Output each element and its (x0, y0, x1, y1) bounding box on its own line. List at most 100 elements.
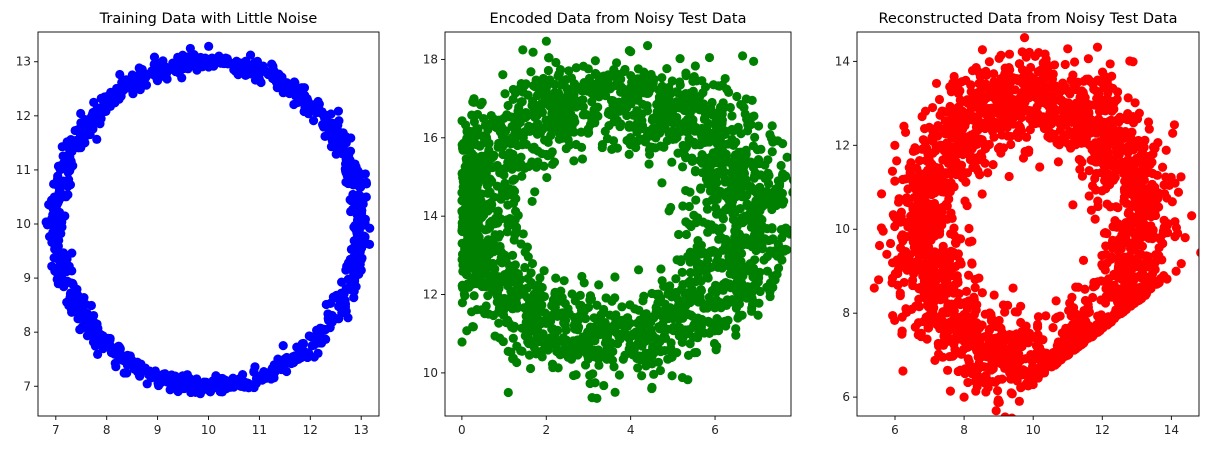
encoded-point (587, 331, 597, 342)
encoded-point (543, 137, 553, 147)
encoded-point (731, 191, 741, 202)
encoded-point (750, 132, 760, 142)
encoded-point (682, 114, 693, 125)
reconstructed-point (997, 374, 1007, 384)
encoded-point (677, 162, 688, 172)
encoded-point (796, 218, 805, 227)
encoded-point (788, 187, 791, 196)
reconstructed-point (998, 300, 1009, 310)
encoded-point (801, 205, 810, 214)
encoded-point (546, 130, 556, 141)
encoded-point (734, 243, 744, 254)
training-point (270, 367, 280, 377)
encoded-point (614, 370, 625, 380)
encoded-point (637, 371, 647, 381)
encoded-point (509, 235, 519, 245)
encoded-point (603, 72, 613, 82)
training-point (337, 277, 347, 287)
encoded-point (498, 141, 508, 152)
encoded-point (575, 100, 586, 110)
training-point (128, 89, 138, 99)
training-point (93, 328, 103, 339)
training-point (308, 116, 319, 126)
encoded-point (762, 186, 772, 197)
encoded-point (701, 300, 712, 310)
reconstructed-point (967, 236, 977, 246)
encoded-point (732, 221, 742, 231)
encoded-point (710, 172, 720, 182)
encoded-point (514, 290, 524, 300)
reconstructed-point (912, 164, 922, 174)
encoded-point (507, 250, 518, 260)
encoded-point (513, 210, 523, 220)
encoded-point (622, 110, 632, 121)
encoded-point (508, 185, 518, 195)
reconstructed-point (1018, 153, 1029, 163)
training-point (336, 138, 346, 148)
encoded-point (762, 252, 773, 262)
encoded-point (501, 257, 511, 267)
reconstructed-point (948, 314, 959, 324)
reconstructed-point (874, 275, 884, 285)
reconstructed-point (1025, 71, 1035, 81)
reconstructed-point (1033, 312, 1044, 322)
training-point (259, 367, 269, 377)
reconstructed-point (943, 365, 953, 375)
reconstructed-point (893, 280, 903, 290)
encoded-point (666, 113, 676, 123)
encoded-point (502, 215, 512, 225)
encoded-point (569, 156, 579, 166)
encoded-point (580, 360, 591, 370)
training-point (317, 109, 327, 119)
training-point (204, 41, 214, 51)
training-ytick-label: 7 (23, 379, 31, 393)
encoded-point (580, 110, 590, 120)
training-point (192, 374, 202, 384)
training-point (127, 360, 137, 370)
reconstructed-point (994, 397, 1004, 407)
training-point (347, 204, 358, 215)
encoded-point (778, 169, 788, 179)
encoded-point (502, 227, 512, 237)
encoded-point (703, 177, 713, 187)
reconstructed-point (892, 156, 902, 166)
encoded-point (699, 114, 710, 125)
encoded-point (597, 139, 608, 150)
encoded-point (642, 319, 653, 329)
encoded-point (637, 109, 647, 119)
encoded-point (533, 325, 543, 335)
encoded-point (781, 223, 791, 233)
reconstructed-point (1110, 142, 1121, 152)
reconstructed-point (945, 386, 956, 396)
encoded-point (512, 341, 522, 351)
encoded-xtick-label: 0 (458, 423, 466, 437)
encoded-point (523, 252, 533, 262)
reconstructed-point (990, 349, 1000, 359)
encoded-point (468, 242, 478, 253)
training-point (298, 83, 308, 93)
reconstructed-point (1042, 92, 1052, 102)
encoded-point (667, 371, 677, 381)
encoded-point (518, 229, 528, 239)
training-point (135, 69, 145, 79)
reconstructed-point (1014, 59, 1025, 69)
encoded-point (476, 239, 487, 249)
encoded-point (683, 278, 693, 288)
reconstructed-point (1164, 180, 1174, 191)
encoded-point (688, 249, 698, 259)
encoded-point (592, 393, 602, 403)
encoded-point (667, 76, 677, 86)
training-point (245, 50, 256, 60)
reconstructed-point (1089, 100, 1100, 110)
encoded-point (493, 218, 503, 228)
training-point (110, 96, 120, 106)
encoded-point (697, 168, 708, 178)
reconstructed-point (981, 66, 991, 76)
training-point (304, 331, 314, 341)
encoded-point (671, 274, 681, 284)
reconstructed-point (904, 163, 914, 173)
encoded-point (693, 333, 703, 343)
encoded-point (518, 45, 528, 55)
encoded-point (482, 133, 492, 144)
encoded-point (793, 248, 802, 257)
